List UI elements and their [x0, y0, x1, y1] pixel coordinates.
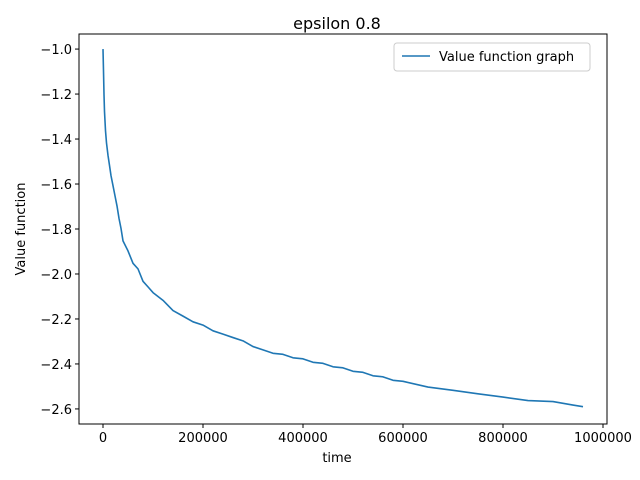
x-axis: 0 200000 400000 600000 800000 1000000: [99, 424, 632, 446]
y-tick-label: −2.2: [40, 313, 72, 328]
y-tick-label: −2.6: [40, 403, 72, 418]
legend: Value function graph: [393, 42, 591, 72]
y-axis: −1.0 −1.2 −1.4 −1.6 −1.8 −2.0 −2.2 −2.4 −2.6: [40, 43, 79, 418]
chart-title: epsilon 0.8: [293, 14, 381, 33]
x-tick-label: 600000: [378, 431, 428, 446]
x-tick-label: 400000: [278, 431, 328, 446]
series-line-0: [102, 49, 584, 408]
legend-box: [393, 42, 591, 72]
x-axis-title: time: [322, 451, 351, 466]
y-tick-label: −1.6: [40, 178, 72, 193]
y-tick-label: −2.4: [40, 358, 72, 373]
y-tick-label: −1.0: [40, 43, 72, 58]
y-tick-label: −1.4: [40, 133, 72, 148]
y-tick-label: −1.8: [40, 223, 72, 238]
y-tick-label: −1.2: [40, 88, 72, 103]
legend-label-value-function-graph: Value function graph: [439, 50, 574, 65]
x-tick-label: 200000: [178, 431, 228, 446]
x-tick-label: 0: [99, 431, 107, 446]
series-layer: [102, 49, 584, 408]
y-axis-title: Value function: [14, 183, 29, 276]
y-tick-label: −2.0: [40, 268, 72, 283]
x-tick-label: 800000: [478, 431, 528, 446]
x-tick-label: 1000000: [574, 431, 632, 446]
